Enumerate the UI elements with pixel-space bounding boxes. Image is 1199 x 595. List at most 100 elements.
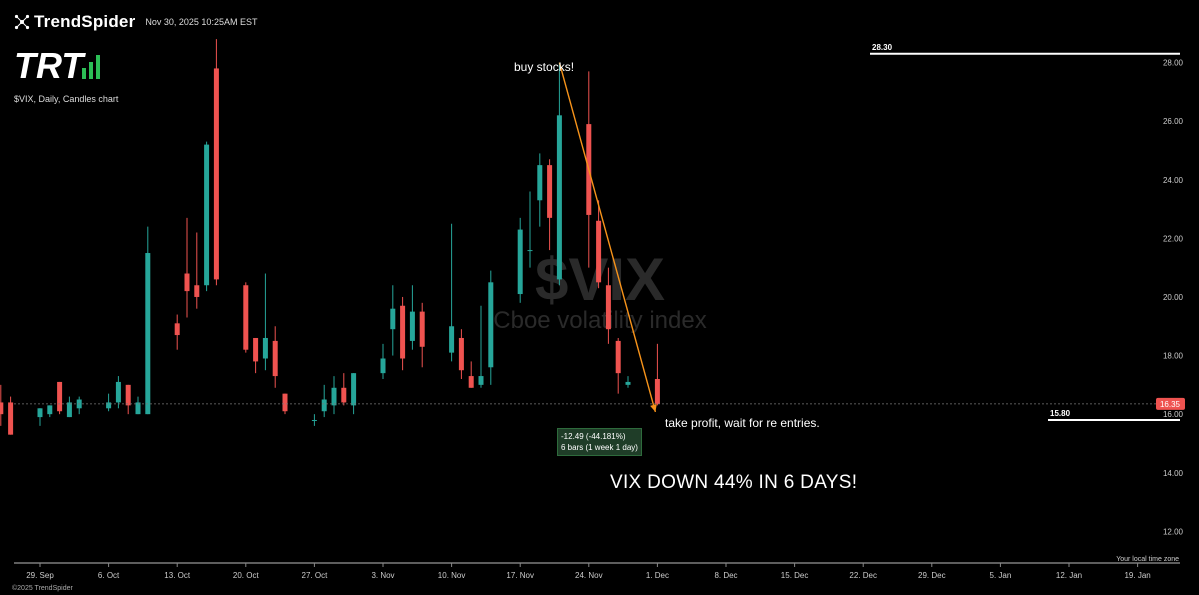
candle	[517, 217, 523, 303]
candle-body	[654, 379, 660, 404]
candle-body	[194, 285, 200, 297]
x-tick-label: 12. Jan	[1056, 571, 1082, 580]
candle	[184, 217, 190, 318]
candle	[556, 62, 562, 286]
x-tick-label: 24. Nov	[575, 571, 603, 580]
current-price-tag	[1156, 397, 1185, 410]
candle	[547, 159, 553, 251]
candle	[125, 384, 131, 415]
candle-body	[556, 115, 562, 280]
candle	[194, 232, 200, 309]
copyright: ©2025 TrendSpider	[12, 585, 73, 592]
y-tick-label: 14.00	[1163, 469, 1184, 478]
brand-name: TrendSpider	[34, 12, 136, 31]
candle	[243, 282, 249, 353]
candle-body	[537, 165, 543, 201]
level-label: 28.30	[872, 43, 893, 52]
candle	[380, 343, 386, 379]
candle	[66, 396, 72, 418]
x-tick-label: 10. Nov	[438, 571, 466, 580]
x-tick-label: 17. Nov	[506, 571, 534, 580]
x-tick-label: 5. Jan	[990, 571, 1012, 580]
candle-body	[272, 340, 278, 377]
candle-body	[615, 340, 621, 374]
y-tick-label: 22.00	[1163, 234, 1184, 243]
candle-body	[625, 381, 631, 385]
y-tick-label: 24.00	[1163, 176, 1184, 185]
x-tick-label: 6. Oct	[98, 571, 120, 580]
trend-arrow-head	[650, 404, 657, 412]
candle-body	[66, 402, 72, 418]
x-tick-label: 29. Sep	[26, 571, 54, 580]
take-profit-annotation: take profit, wait for re entries.	[665, 416, 820, 430]
candle-body	[468, 376, 474, 388]
candle	[537, 153, 543, 227]
candle-body	[8, 402, 14, 435]
measure-box: -12.49 (-44.181%) 6 bars (1 week 1 day)	[557, 428, 642, 456]
candle	[331, 376, 337, 415]
measure-bars: 6 bars (1 week 1 day)	[561, 443, 638, 452]
candle	[262, 273, 268, 371]
buy-annotation: buy stocks!	[514, 60, 575, 74]
candle	[341, 373, 347, 406]
candle-body	[596, 220, 602, 283]
headline-annotation: VIX DOWN 44% IN 6 DAYS!	[610, 472, 858, 493]
candle	[458, 329, 464, 379]
candle	[449, 223, 455, 362]
candle	[76, 396, 82, 415]
candle-body	[135, 402, 141, 415]
candle	[253, 337, 259, 374]
candle-body	[145, 253, 151, 415]
candle	[272, 326, 278, 388]
candle-body	[115, 381, 121, 403]
candle-body	[419, 311, 425, 347]
candle-body	[213, 68, 219, 280]
candle	[390, 285, 396, 356]
x-tick-label: 13. Oct	[164, 571, 191, 580]
measure-change: -12.49 (-44.181%)	[561, 432, 626, 441]
candle-body	[409, 311, 415, 341]
candle-body	[605, 285, 611, 330]
candle	[409, 285, 415, 350]
candle-body	[331, 387, 337, 406]
candle-body	[282, 393, 288, 412]
candle-body	[125, 384, 131, 406]
x-tick-label: 8. Dec	[714, 571, 737, 580]
y-tick-label: 28.00	[1163, 59, 1184, 68]
candle-body	[37, 408, 43, 418]
chart-subtitle: $VIX, Daily, Candles chart	[14, 94, 119, 104]
candle-body	[547, 165, 553, 218]
candle	[106, 393, 112, 412]
candle-body	[311, 420, 317, 422]
timestamp: Nov 30, 2025 10:25AM EST	[145, 17, 258, 27]
x-tick-label: 27. Oct	[302, 571, 329, 580]
trt-logo: TRT	[14, 46, 100, 82]
candle	[57, 381, 63, 415]
candle	[37, 408, 43, 426]
candle	[400, 296, 406, 371]
candle	[468, 361, 474, 388]
candle-body	[47, 405, 53, 415]
x-tick-label: 1. Dec	[646, 571, 669, 580]
trendspider-logo-icon	[14, 14, 30, 30]
timezone-label[interactable]: Your local time zone	[1116, 556, 1179, 563]
candle-body	[390, 308, 396, 330]
candle-body	[488, 282, 494, 368]
x-tick-label: 19. Jan	[1124, 571, 1150, 580]
candle	[204, 141, 210, 292]
candle	[615, 337, 621, 394]
y-tick-label: 16.00	[1163, 410, 1184, 419]
x-tick-label: 3. Nov	[371, 571, 394, 580]
candle-body	[527, 250, 533, 252]
candle	[282, 393, 288, 415]
candle	[47, 405, 53, 418]
candle	[321, 384, 327, 418]
candle	[213, 39, 219, 286]
candle	[419, 302, 425, 368]
candle	[488, 270, 494, 385]
candle	[596, 200, 602, 289]
candle-body	[517, 229, 523, 295]
candle-body	[478, 376, 484, 385]
x-tick-label: 20. Oct	[233, 571, 260, 580]
